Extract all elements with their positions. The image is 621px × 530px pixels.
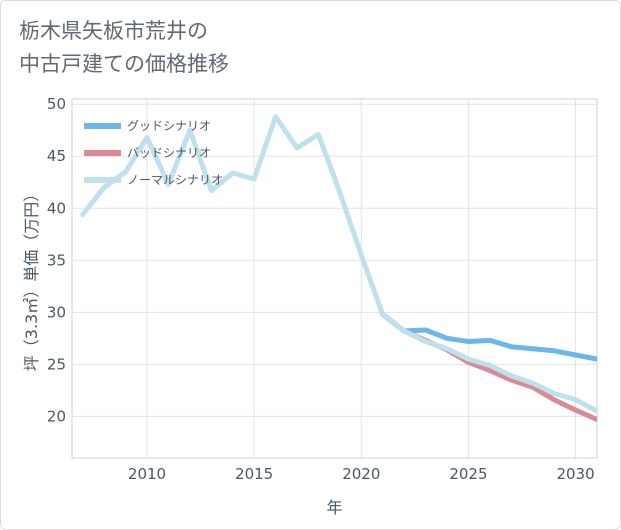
y-tick-label: 35 (47, 251, 66, 269)
plot-area (71, 98, 598, 459)
normal-scenario-legend-label: ノーマルシナリオ (127, 173, 223, 187)
y-tick-label: 30 (47, 303, 66, 321)
good-scenario-line (380, 311, 597, 362)
grid-lines (72, 99, 597, 458)
y-tick-label: 25 (47, 355, 66, 373)
bad-scenario-legend-label: バッドシナリオ (127, 146, 211, 160)
x-tick-label: 2015 (235, 465, 273, 483)
chart-title: 栃木県矢板市荒井の 中古戸建ての価格推移 (19, 19, 229, 76)
x-tick-label: 2030 (556, 465, 594, 483)
series-lines (80, 114, 597, 422)
normal-scenario-line (80, 114, 597, 414)
y-tick-label: 20 (47, 407, 66, 425)
y-tick-label: 45 (47, 147, 66, 165)
y-tick-label: 40 (47, 199, 66, 217)
y-axis-label: 坪（3.3㎡）単価（万円） (22, 186, 41, 371)
x-tick-label: 2025 (449, 465, 487, 483)
x-tick-label: 2020 (342, 465, 380, 483)
x-axis-label: 年 (326, 498, 342, 517)
y-tick-label: 50 (47, 95, 66, 113)
x-tick-label: 2010 (128, 465, 166, 483)
good-scenario-legend-label: グッドシナリオ (127, 119, 211, 133)
